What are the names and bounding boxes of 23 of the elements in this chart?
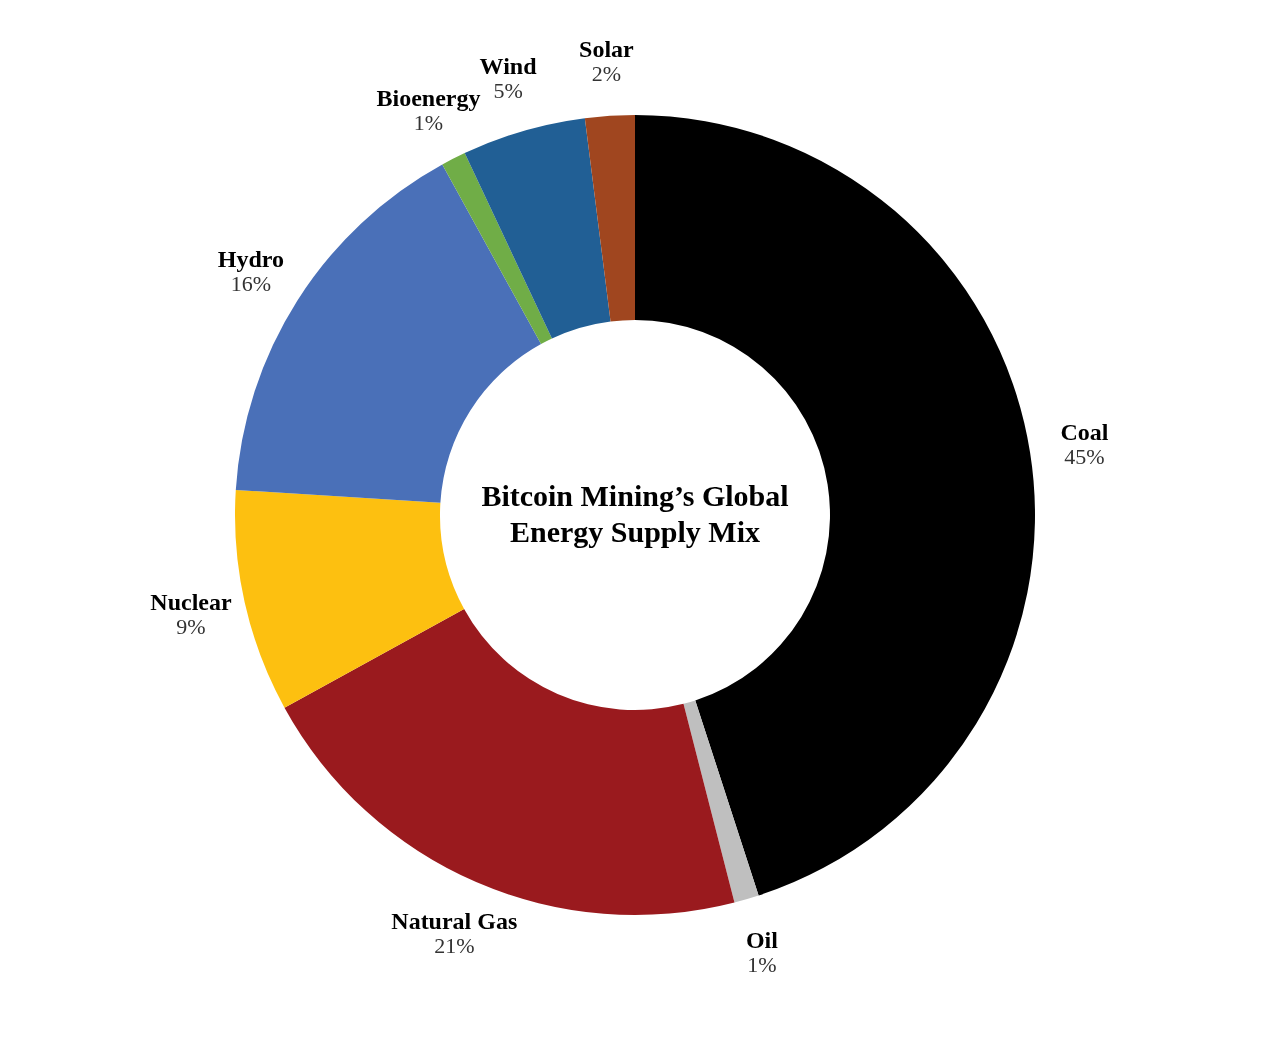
slice-label: Solar [579, 35, 635, 62]
donut-slice [464, 118, 611, 339]
donut-slice [235, 489, 465, 708]
donut-slice [584, 115, 635, 322]
data-label: 21% [434, 932, 475, 958]
slice-label: Nuclear [150, 589, 232, 616]
donut-slice [683, 700, 759, 903]
donut-slice [284, 608, 735, 915]
slice-label: Hydro [217, 246, 284, 273]
data-label: 5% [493, 78, 523, 104]
text: Bitcoin Mining’s Global Energy Supply Mix [481, 479, 789, 548]
donut-slice [442, 153, 552, 345]
slice-label: Oil [745, 926, 779, 953]
data-label: 2% [591, 60, 622, 86]
data-label: 1% [413, 109, 444, 135]
data-label: 16% [230, 271, 271, 297]
slice-label: Coal [1060, 418, 1109, 445]
data-label: 9% [176, 614, 206, 640]
data-label: 1% [747, 951, 777, 977]
data-label: 45% [1064, 443, 1105, 469]
slice-label: Natural Gas [391, 907, 518, 934]
slice-label: Wind [479, 53, 538, 80]
slice-label: Bioenergy [376, 84, 481, 111]
